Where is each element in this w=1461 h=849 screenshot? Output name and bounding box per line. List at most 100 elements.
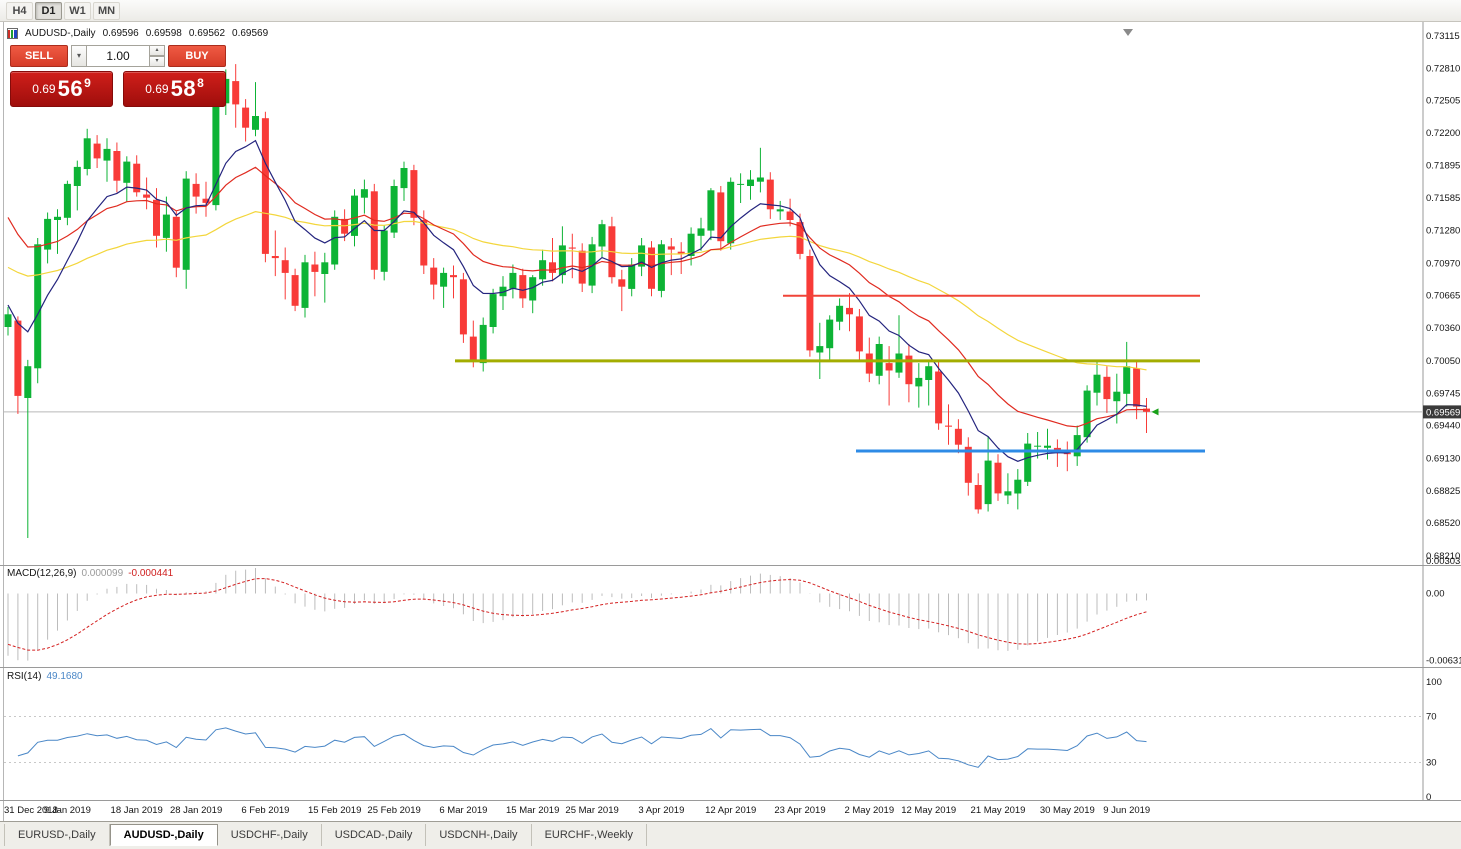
ask-pip-digit: 8 <box>197 76 204 90</box>
price-tick-label: 0.68520 <box>1426 518 1460 529</box>
price-tick-label: 0.71280 <box>1426 226 1460 237</box>
price-tick-label: 0.69745 <box>1426 388 1460 399</box>
date-label: 21 May 2019 <box>971 805 1026 816</box>
sell-button[interactable]: SELL <box>10 45 68 67</box>
candle-body <box>212 101 220 206</box>
timeframe-d1-button[interactable]: D1 <box>35 1 62 20</box>
date-label: 25 Feb 2019 <box>367 805 420 816</box>
price-tick-label: 0.73115 <box>1426 31 1460 42</box>
candle-body <box>697 228 705 236</box>
spin-up-icon: ▴ <box>155 47 159 53</box>
timeframe-h4-button[interactable]: H4 <box>6 1 33 20</box>
candle-body <box>24 366 32 398</box>
candle-body <box>469 336 477 361</box>
price-tick-label: 0.68210 <box>1426 551 1460 562</box>
candle-body <box>1073 435 1081 457</box>
price-tick-label: 0.71895 <box>1426 160 1460 171</box>
candle-body <box>905 355 913 385</box>
chart-shift-marker[interactable] <box>1123 29 1133 36</box>
candle-body <box>855 316 863 352</box>
volume-increase-button[interactable]: ▴ <box>150 45 165 56</box>
candle-body <box>430 267 438 285</box>
candle-body <box>529 277 537 301</box>
candle-body <box>440 272 448 287</box>
volume-input[interactable] <box>86 45 150 67</box>
candle-body <box>1053 447 1061 450</box>
candle-body <box>1024 443 1032 482</box>
candle-body <box>756 177 764 182</box>
price-tick-label: 0.70665 <box>1426 291 1460 302</box>
candle-body <box>410 170 418 218</box>
candle-body <box>885 363 893 371</box>
candle-body <box>945 425 952 427</box>
candle-body <box>558 245 566 276</box>
rsi-tick-label: 0 <box>1426 792 1431 803</box>
candle-body <box>687 233 695 256</box>
candle-body <box>677 251 685 254</box>
tab-eurusd-daily[interactable]: EURUSD-,Daily <box>4 824 110 846</box>
macd-tick-label: 0.00 <box>1426 589 1445 600</box>
candle-body <box>549 262 556 273</box>
candle-body <box>133 163 141 193</box>
candle-body <box>766 179 774 210</box>
date-label: 15 Mar 2019 <box>506 805 559 816</box>
candle-body <box>331 216 339 265</box>
candle-body <box>836 305 844 322</box>
macd-label: MACD(12,26,9) 0.000099 -0.000441 <box>7 568 173 579</box>
last-price-marker <box>1151 408 1159 416</box>
price-tick-label: 0.72505 <box>1426 96 1460 107</box>
volume-control: ▾ ▴ ▾ <box>71 45 165 67</box>
price-tick-label: 0.69440 <box>1426 421 1460 432</box>
candle-body <box>598 224 606 247</box>
price-axis[interactable]: 0.73115 0.72810 0.72505 0.72200 0.71895 0.715… <box>1426 31 1461 803</box>
candle-body <box>321 262 329 274</box>
macd-histogram <box>7 568 1147 661</box>
date-label: 28 Jan 2019 <box>170 805 222 816</box>
rsi-label: RSI(14) 49.1680 <box>7 671 83 682</box>
rsi-tick-label: 70 <box>1426 712 1437 723</box>
price-tick-label: 0.70970 <box>1426 258 1460 269</box>
volume-dropdown-button[interactable]: ▾ <box>71 45 86 67</box>
date-label: 6 Mar 2019 <box>439 805 487 816</box>
date-label: 9 Jun 2019 <box>1103 805 1150 816</box>
tab-audusd-daily[interactable]: AUDUSD-,Daily <box>109 824 218 846</box>
timeframe-mn-button[interactable]: MN <box>93 1 121 20</box>
candle-body <box>420 219 428 266</box>
rsi-tick-label: 100 <box>1426 677 1442 688</box>
candle-body <box>44 218 52 250</box>
spin-down-icon: ▾ <box>155 58 159 64</box>
candle-body <box>113 151 121 181</box>
tab-usdchf-daily[interactable]: USDCHF-,Daily <box>218 824 322 846</box>
candle-body <box>261 118 269 254</box>
chart-background <box>0 22 1461 821</box>
buy-button[interactable]: BUY <box>168 45 226 67</box>
date-label: 9 Jan 2019 <box>44 805 91 816</box>
candle-body <box>816 346 824 353</box>
candle-body <box>915 377 923 387</box>
volume-decrease-button[interactable]: ▾ <box>150 56 165 67</box>
candle-body <box>1143 408 1150 412</box>
bid-price-box[interactable]: 0.69 56 9 <box>10 71 113 107</box>
price-tick-label: 0.72810 <box>1426 63 1460 74</box>
candle-body <box>1004 491 1012 496</box>
candle-body <box>618 279 626 287</box>
candle-body <box>459 279 467 335</box>
timeframe-w1-button[interactable]: W1 <box>64 1 91 20</box>
rsi-name: RSI(14) <box>7 671 42 682</box>
candle-body <box>1133 368 1141 407</box>
date-label: 31 Dec 2018 <box>4 805 58 816</box>
bid-prefix: 0.69 <box>32 82 56 96</box>
tab-usdcnh-daily[interactable]: USDCNH-,Daily <box>426 824 532 846</box>
candle-body <box>1103 376 1111 400</box>
date-label: 30 May 2019 <box>1040 805 1095 816</box>
tab-usdcad-daily[interactable]: USDCAD-,Daily <box>322 824 427 846</box>
candle-body <box>271 256 279 259</box>
high-value: 0.69598 <box>145 28 182 39</box>
price-tick-label: 0.70050 <box>1426 356 1460 367</box>
ask-price-box[interactable]: 0.69 58 8 <box>123 71 226 107</box>
tab-eurchf-weekly[interactable]: EURCHF-,Weekly <box>532 824 647 846</box>
